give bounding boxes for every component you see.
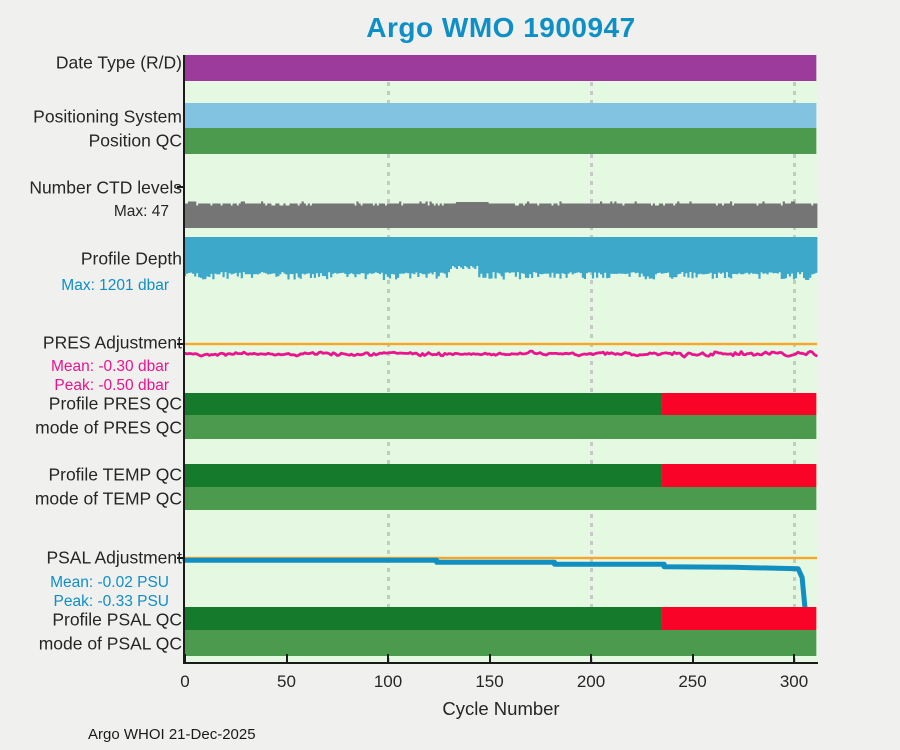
strip-date-type-r-d [185,55,817,81]
strip-profile-depth [183,237,818,280]
left-label-depth-max: Max: 1201 dbar [61,277,169,294]
left-label-pres-peak: Peak: -0.50 dbar [54,377,169,394]
strip-positioning-system [185,103,817,128]
left-label-psal-adjustment: PSAL Adjustment [46,547,182,568]
left-label-profile-pres-qc: Profile PRES QC [48,393,182,414]
strip-profile-temp-qc-seg-0 [185,464,663,487]
x-tick-0 [184,654,186,662]
strip-profile-pres-qc-seg-1 [662,393,817,415]
gridline-cycle-300 [792,55,796,662]
strip-mode-of-pres-qc-seg-0 [185,415,817,439]
x-tick-label-100: 100 [373,672,403,691]
strip-psal-adjustment-zero-line [185,556,817,560]
left-label-pres-mean: Mean: -0.30 dbar [50,358,169,375]
gridline-cycle-100 [386,55,390,662]
strip-number-ctd-levels [183,201,818,228]
left-label-pres-adjustment: PRES Adjustment [42,332,182,353]
left-label-number-ctd-levels: Number CTD levels [29,177,182,198]
left-label-ctd-max: Max: 47 [113,203,169,220]
x-tick-label-300: 300 [779,672,809,691]
strip-pres-adjustment-line [183,349,818,359]
strip-profile-pres-qc-seg-0 [185,393,663,415]
left-label-psal-peak: Peak: -0.33 PSU [53,593,169,610]
left-label-profile-depth: Profile Depth [80,248,182,269]
left-label-mode-pres-qc: mode of PRES QC [35,417,182,438]
y-tick-psal-adjustment [177,557,184,559]
y-axis-line [183,55,185,664]
left-label-profile-psal-qc: Profile PSAL QC [52,609,182,630]
left-label-mode-temp-qc: mode of TEMP QC [34,488,182,509]
x-tick-label-150: 150 [475,672,504,691]
x-tick-label-250: 250 [678,672,707,691]
x-tick-label-200: 200 [576,672,606,691]
strip-profile-psal-qc-seg-0 [185,607,663,630]
x-tick-label-0: 0 [180,672,190,691]
strip-profile-temp-qc-seg-1 [662,464,817,487]
strip-profile-psal-qc-seg-1 [662,607,817,630]
x-tick-150 [488,654,491,662]
x-axis-title: Cycle Number [442,698,560,719]
y-tick-pres-adjustment [177,343,184,345]
x-tick-200 [590,654,592,662]
chart-title: Argo WMO 1900947 [366,12,636,43]
x-axis-line [183,662,818,664]
left-label-profile-temp-qc: Profile TEMP QC [48,464,182,485]
x-tick-100 [387,654,389,662]
x-tick-label-50: 50 [277,672,296,691]
left-label-date-type: Date Type (R/D) [55,52,182,73]
left-label-positioning-system: Positioning System [33,106,182,127]
strip-pres-adjustment-zero-line [185,342,817,346]
left-label-position-qc: Position QC [88,130,182,151]
gridline-cycle-200 [589,55,593,662]
strip-mode-of-temp-qc-seg-0 [185,487,817,510]
left-label-psal-mean: Mean: -0.02 PSU [50,574,169,591]
left-label-mode-psal-qc: mode of PSAL QC [38,633,182,654]
x-tick-50 [285,654,288,662]
x-tick-300 [793,654,795,662]
x-tick-250 [691,654,694,662]
y-tick-number-ctd-levels [177,186,184,188]
footer-credit: Argo WHOI 21-Dec-2025 [88,726,256,743]
strip-position-qc [185,128,817,154]
strip-mode-of-psal-qc-seg-0 [185,630,817,656]
